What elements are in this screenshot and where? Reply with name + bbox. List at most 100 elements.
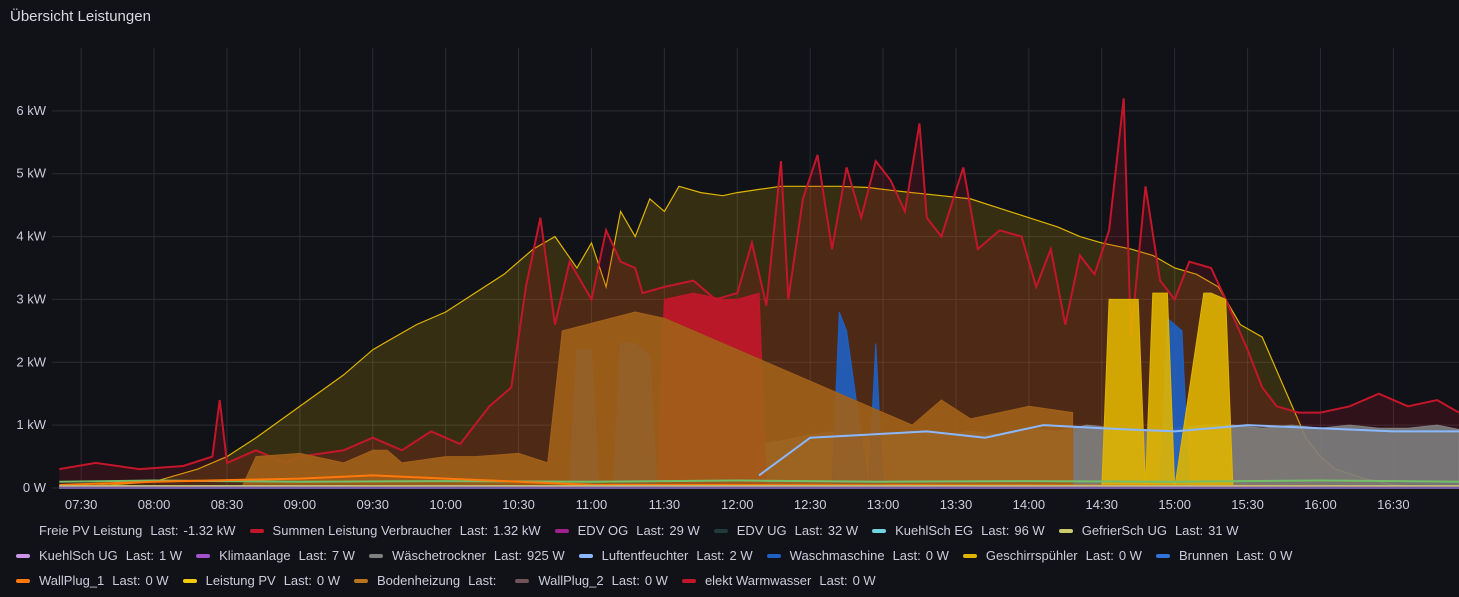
legend-row: KuehlSch UG Last: 1 W Klimaanlage Last: 7 W Wä… [16,543,1446,568]
x-tick-label: 10:00 [429,497,462,512]
x-tick-label: 10:30 [502,497,535,512]
legend-last-value: -1.32 kW [183,523,236,538]
legend-item[interactable]: Summen Leistung Verbraucher Last: 1.32 kW [249,523,541,538]
legend-series-name: Wäschetrockner [391,548,486,563]
y-tick-label: 5 kW [16,166,46,181]
x-tick-label: 09:30 [356,497,389,512]
legend-last-value: 0 W [852,573,876,588]
legend-item[interactable]: Bodenheizung Last: [354,573,501,588]
legend-series-name: Bodenheizung [377,573,461,588]
legend-item[interactable]: Klimaanlage Last: 7 W [196,548,355,563]
legend-item[interactable]: Luftentfeuchter Last: 2 W [578,548,753,563]
legend-last-label: Last: [283,573,312,588]
series-geschirrsp-hler [1101,292,1234,489]
legend-last-value: 0 W [145,573,169,588]
legend-series-name: Summen Leistung Verbraucher [272,523,452,538]
legend-item[interactable]: elekt Warmwasser Last: 0 W [681,573,876,588]
y-tick-label: 1 kW [16,417,46,432]
legend-swatch [249,528,264,533]
series-area [1101,292,1234,489]
legend-last-label: Last: [819,573,848,588]
legend-last-value: 0 W [925,548,949,563]
legend-item[interactable]: WallPlug_2 Last: 0 W [515,573,668,588]
legend-series-name: EDV OG [577,523,629,538]
legend-last-value: 0 W [316,573,341,588]
legend-last-label: Last: [1236,548,1265,563]
legend-item[interactable]: KuehlSch EG Last: 96 W [872,523,1045,538]
legend-series-name: GefrierSch UG [1081,523,1167,538]
legend-series-name: WallPlug_1 [39,573,105,588]
legend-item[interactable]: GefrierSch UG Last: 31 W [1058,523,1239,538]
legend-swatch [578,553,593,558]
legend-last-label: Last: [892,548,921,563]
series-line [758,424,1459,477]
legend-swatch [368,553,383,558]
legend-series-name: elekt Warmwasser [704,573,812,588]
legend-last-label: Last: [1174,523,1204,538]
legend-swatch [872,528,887,533]
x-tick-label: 15:00 [1158,497,1191,512]
x-tick-label: 07:30 [65,497,98,512]
legend-last-label: Last: [1085,548,1114,563]
legend-swatch [962,553,977,558]
legend-last-label: Last: [493,548,523,563]
series-line [59,474,1459,488]
x-tick-label: 09:00 [284,497,317,512]
series-bodenheizung [240,311,1074,489]
legend-last-value: 32 W [827,523,859,538]
legend-last-label: Last: [112,573,141,588]
series-line [59,98,1459,471]
x-tick-label: 08:00 [138,497,171,512]
legend-swatch [16,578,30,583]
x-tick-label: 14:30 [1086,497,1119,512]
legend-last-value: 925 W [527,548,565,563]
legend-item[interactable]: Leistung PV Last: 0 W [182,573,341,588]
legend-item[interactable]: Freie PV Leistung Last: -1.32 kW [16,523,236,538]
x-tick-label: 13:30 [940,497,973,512]
panel-title: Übersicht Leistungen [10,8,151,25]
legend-item[interactable]: Brunnen Last: 0 W [1155,548,1292,563]
legend-item[interactable]: Geschirrspühler Last: 0 W [962,548,1142,563]
legend-item[interactable]: Waschmaschine Last: 0 W [766,548,949,563]
legend-last-value: 96 W [1014,523,1045,538]
y-tick-label: 3 kW [16,291,46,306]
x-tick-label: 14:00 [1013,497,1046,512]
legend-swatch [16,529,30,533]
legend-last-value: 0 W [644,573,668,588]
legend-last-label: Last: [696,548,725,563]
series-luftentfeuchter [758,424,1459,477]
legend-last-value: 31 W [1208,523,1239,538]
legend-last-label: Last: [125,548,154,563]
chart-series [59,98,1459,489]
legend-item[interactable]: EDV OG Last: 29 W [554,523,700,538]
series-area [240,311,1074,489]
x-tick-label: 08:30 [211,497,244,512]
legend-series-name: Waschmaschine [789,548,885,563]
legend-item[interactable]: Wäschetrockner Last: 925 W [368,548,565,563]
legend-series-name: Brunnen [1178,548,1229,563]
legend-last-label: Last: [150,523,179,538]
legend-swatch [196,553,211,558]
legend-last-label: Last: [611,573,640,588]
legend-last-value: 2 W [729,548,753,563]
legend-swatch [354,578,369,583]
legend-last-value: 29 W [669,523,700,538]
x-tick-label: 15:30 [1231,497,1264,512]
legend-swatch [1058,528,1073,533]
legend-row: Freie PV Leistung Last: -1.32 kW Summen Lei… [16,518,1446,543]
legend-swatch [554,528,569,533]
legend-item[interactable]: WallPlug_1 Last: 0 W [16,573,169,588]
legend-swatch [182,578,197,583]
legend-item[interactable]: EDV UG Last: 32 W [713,523,859,538]
series-line [59,185,1459,488]
legend-series-name: KuehlSch EG [895,523,974,538]
legend-series-name: Luftentfeuchter [601,548,689,563]
legend-item[interactable]: KuehlSch UG Last: 1 W [16,548,182,563]
x-tick-label: 12:30 [794,497,827,512]
legend-last-label: Last: [298,548,327,563]
y-tick-label: 4 kW [16,229,46,244]
legend-last-label: Last: [636,523,665,538]
chart-axes: 0 W 1 kW 2 kW 3 kW 4 kW 5 kW 6 kW 07:30 08:00 08:… [16,103,1409,512]
power-chart[interactable]: 0 W 1 kW 2 kW 3 kW 4 kW 5 kW 6 kW 07:30 08:00 08:… [0,40,1459,518]
x-tick-label: 11:30 [649,497,681,512]
